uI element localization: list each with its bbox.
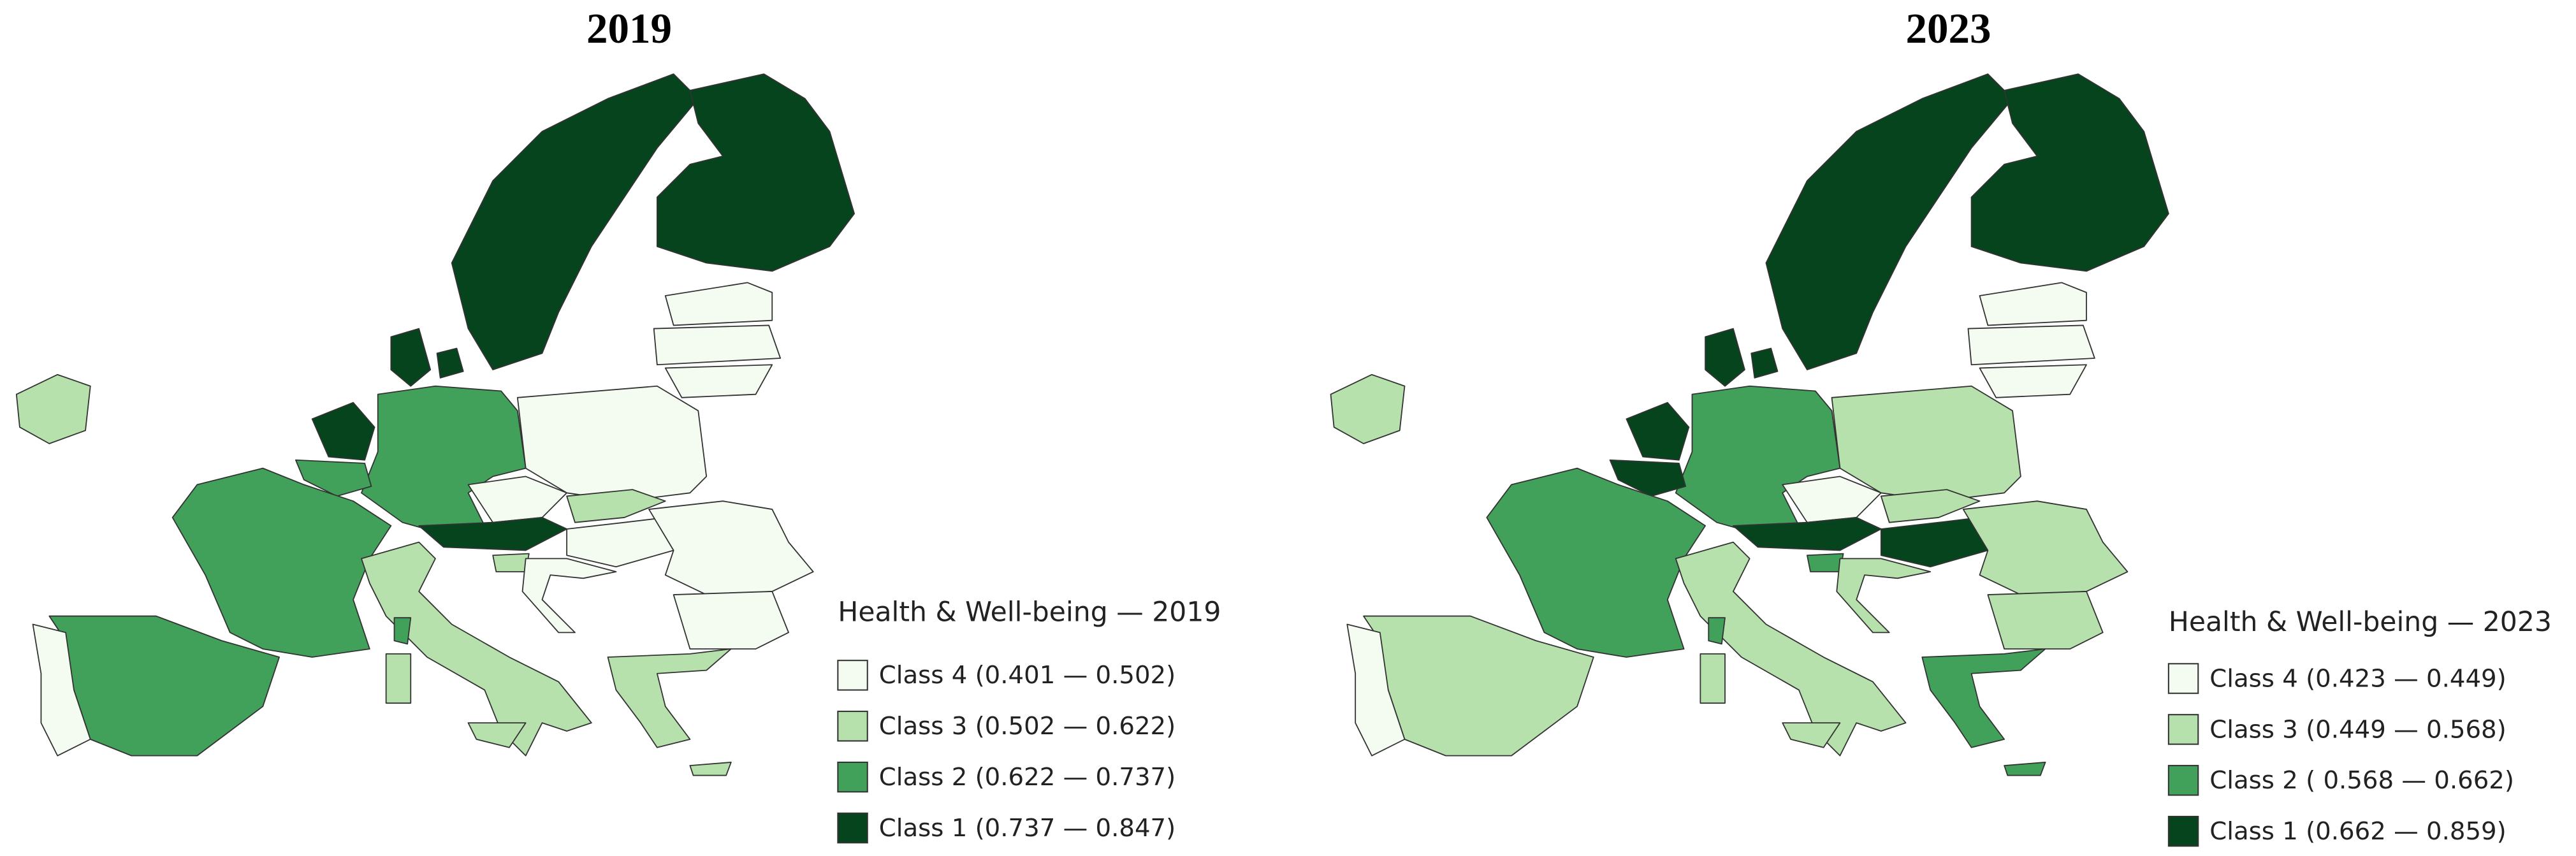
region: [390, 328, 432, 387]
region: [1675, 385, 1841, 535]
region: [1987, 591, 2104, 650]
region: [1979, 364, 2087, 398]
region: [689, 762, 732, 776]
legend: Health & Well-being — 2019 Class 4 (0.40…: [837, 597, 1221, 844]
legend-swatch: [837, 660, 868, 691]
region: [385, 653, 412, 704]
region: [566, 489, 666, 523]
region: [656, 73, 855, 272]
region: [1836, 558, 1932, 634]
region: [467, 722, 527, 748]
legend: Health & Well-being — 2023 Class 4 (0.42…: [2167, 607, 2552, 847]
legend-label: Class 1 (0.737 — 0.847): [879, 814, 1175, 843]
region: [1675, 541, 1907, 757]
legend-label: Class 2 ( 0.568 — 0.662): [2209, 766, 2514, 795]
region: [492, 553, 530, 572]
region: [311, 402, 375, 461]
region: [1831, 385, 2021, 502]
legend-swatch: [2167, 663, 2199, 694]
legend-label: Class 2 (0.622 — 0.737): [879, 763, 1175, 792]
region: [1330, 374, 1406, 444]
legend-label: Class 3 (0.502 — 0.622): [879, 712, 1175, 741]
region: [1921, 648, 2046, 748]
region: [361, 385, 527, 535]
region: [664, 282, 773, 326]
legend-swatch: [837, 761, 868, 793]
region: [1962, 500, 2128, 595]
legend-label: Class 1 (0.662 — 0.859): [2209, 817, 2506, 846]
region: [1967, 324, 2095, 366]
legend-swatch: [837, 711, 868, 742]
region: [521, 558, 617, 634]
region: [1708, 617, 1726, 645]
region: [1880, 517, 1989, 568]
legend-swatch: [837, 812, 868, 844]
region: [566, 517, 674, 568]
region: [1979, 282, 2087, 326]
region: [1750, 347, 1779, 379]
region: [1880, 489, 1981, 523]
legend-swatch: [2167, 714, 2199, 745]
region: [1626, 402, 1690, 461]
legend-title: Health & Well-being — 2019: [838, 597, 1221, 628]
region: [1486, 467, 1706, 658]
region: [1765, 73, 2013, 370]
region: [648, 500, 814, 595]
region: [171, 467, 392, 658]
region: [653, 324, 782, 366]
region: [673, 591, 789, 650]
region: [1782, 722, 1841, 748]
region: [1609, 459, 1687, 497]
region: [1970, 73, 2169, 272]
region: [1705, 328, 1745, 387]
region: [516, 385, 708, 502]
region: [1699, 653, 1726, 704]
map-title: 2019: [586, 5, 672, 52]
legend-label: Class 4 (0.401 — 0.502): [879, 661, 1175, 690]
legend-title: Health & Well-being — 2023: [2169, 607, 2552, 638]
region: [1346, 623, 1406, 757]
region: [1806, 553, 1844, 572]
map-title: 2023: [1906, 5, 1991, 52]
region: [1782, 475, 1882, 523]
map-2023: [1330, 73, 2169, 776]
region: [451, 73, 699, 370]
region: [393, 617, 412, 645]
region: [295, 459, 372, 497]
region: [436, 347, 464, 379]
region: [664, 364, 773, 398]
region: [361, 541, 592, 757]
legend-label: Class 4 (0.423 — 0.449): [2209, 664, 2506, 693]
region: [2004, 762, 2046, 776]
legend-swatch: [2167, 765, 2199, 796]
region: [467, 475, 568, 523]
region: [32, 623, 91, 757]
legend-label: Class 3 (0.449 — 0.568): [2209, 715, 2506, 744]
legend-swatch: [2167, 815, 2199, 847]
region: [15, 374, 91, 444]
region: [607, 648, 732, 748]
map-2019: [15, 73, 855, 776]
